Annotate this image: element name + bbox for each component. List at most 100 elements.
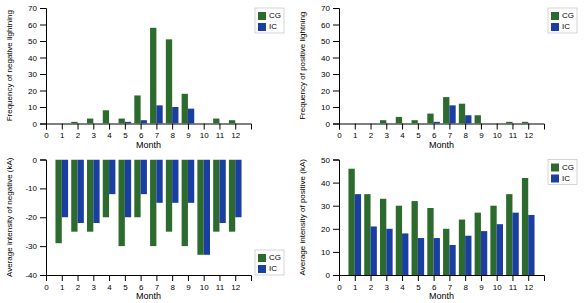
bar [204,160,210,255]
bar [71,122,77,124]
bar [62,123,68,124]
tick-mark [418,124,419,130]
tick-mark [333,58,339,59]
tick-mark [333,124,339,125]
x-axis-title: Month [136,291,161,301]
bars [380,97,528,123]
y-axis-title: Average intensity of negative (kA) [5,157,14,277]
tick-mark [172,124,173,130]
tick-label: 4 [400,283,405,292]
tick: 2 [76,124,81,141]
tick: 10 [493,275,502,292]
legend-swatch [258,265,266,273]
tick-mark [40,160,46,161]
tick-label: 9 [479,283,484,292]
bar [475,213,481,275]
tick: -10 [25,184,46,193]
tick-label: 9 [479,131,484,140]
tick-label: 2 [369,131,374,140]
tick-mark [333,41,339,42]
bar [166,39,172,123]
tick-mark [40,124,46,125]
legend-label: IC [562,22,570,31]
legend: CGIC [548,8,577,33]
bar [506,194,512,275]
tick-mark [40,217,46,218]
tick: 40 [28,54,46,63]
bar [141,160,147,195]
bar [103,160,109,218]
tick-mark [40,25,46,26]
tick: 6 [432,124,437,141]
tick-label: 40 [28,54,37,63]
legend: CGIC [255,8,284,33]
bar [229,160,235,232]
tick-mark [235,275,236,281]
legend-item: IC [258,22,277,31]
tick-mark [93,124,94,130]
bar [125,160,131,218]
bar [87,160,93,232]
tick-label: 1 [353,283,358,292]
tick: 10 [200,275,209,292]
bar [465,115,471,123]
axis-domain [333,9,340,125]
legend-swatch [258,23,266,31]
tick-label: 2 [369,283,374,292]
tick-mark [418,275,419,281]
tick-mark [40,188,46,189]
axis-domain [340,276,545,282]
tick-label: 30 [321,70,330,79]
series [55,160,235,255]
bar [380,120,386,123]
tick: 5 [416,275,421,292]
legend-swatch [258,12,266,20]
tick: 8 [170,124,175,141]
tick-label: 0 [44,131,49,140]
tick-mark [188,275,189,281]
legend-item: CG [258,253,281,262]
x-axis: 0123456789101112 [44,275,251,292]
legend-label: IC [562,174,570,183]
tick-label: 11 [216,283,225,292]
tick-label: 8 [463,283,468,292]
tick: 5 [123,275,128,292]
tick-label: 70 [28,4,37,13]
y-axis-title: Frequency of positive lightning [298,12,307,120]
legend-box [255,250,284,275]
tick-mark [333,160,339,161]
tick: 6 [139,275,144,292]
tick-label: 20 [321,225,330,234]
tick-mark [512,275,513,281]
tick: 12 [524,124,533,141]
tick: 3 [385,124,390,141]
axis-domain [333,160,340,276]
tick-mark [40,41,46,42]
series [62,160,242,255]
bar [490,206,496,275]
bar [235,160,241,218]
tick-mark [333,25,339,26]
bar [141,120,147,123]
tick-mark [78,275,79,281]
tick-label: 50 [321,37,330,46]
bar [412,201,418,275]
tick-label: 1 [60,131,65,140]
tick: 7 [448,124,453,141]
tick-label: 3 [92,131,97,140]
tick-mark [333,91,339,92]
tick-label: 3 [385,131,390,140]
bar [156,105,162,123]
tick: 60 [321,21,339,30]
tick: 3 [92,124,97,141]
legend-swatch [551,12,559,20]
tick-mark [333,275,339,276]
tick-mark [62,275,63,281]
tick: 40 [321,179,339,188]
tick-mark [465,275,466,281]
tick-label: 10 [493,131,502,140]
tick-mark [62,124,63,130]
tick-mark [78,124,79,130]
tick: 1 [353,275,358,292]
tick-mark [109,124,110,130]
